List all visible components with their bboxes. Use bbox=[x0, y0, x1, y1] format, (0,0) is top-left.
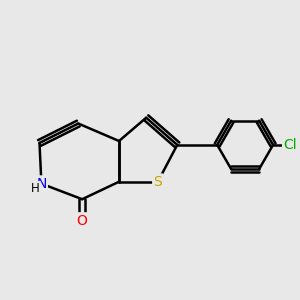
Text: Cl: Cl bbox=[284, 138, 297, 152]
Text: O: O bbox=[77, 214, 88, 227]
Text: N: N bbox=[36, 177, 46, 191]
Text: H: H bbox=[31, 182, 40, 195]
Text: S: S bbox=[154, 175, 162, 189]
